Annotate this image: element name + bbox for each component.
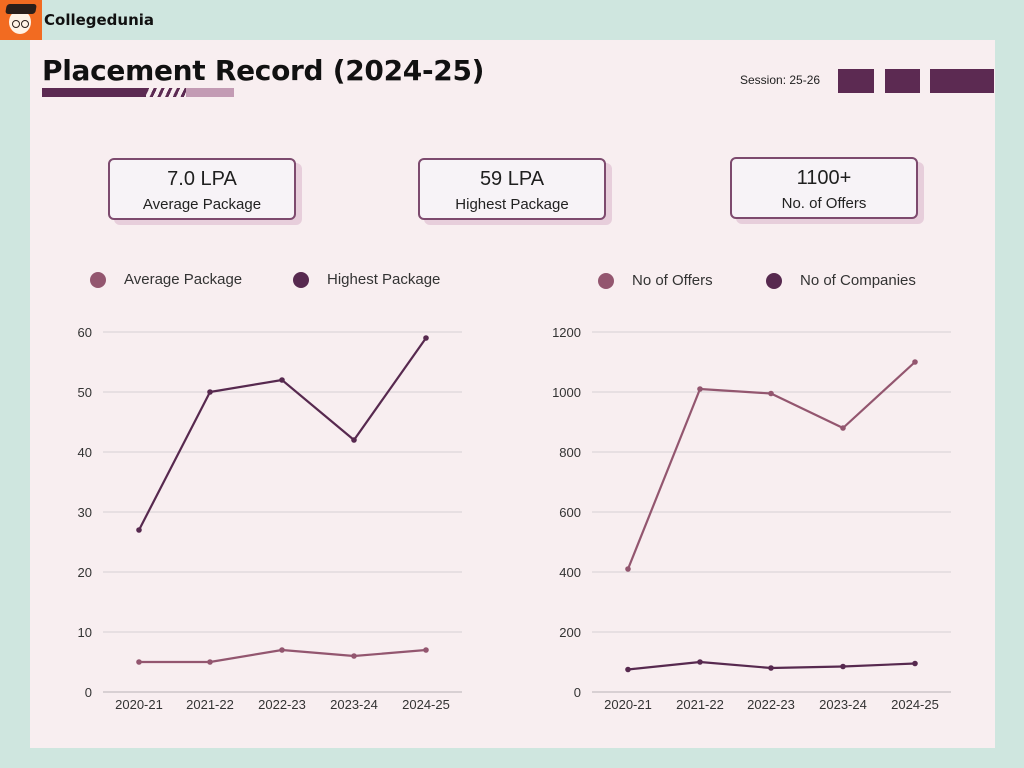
page-title: Placement Record (2024-25) xyxy=(42,54,485,87)
data-point xyxy=(136,527,142,533)
stat-label: Highest Package xyxy=(455,196,569,213)
stat-card-average-package: 7.0 LPA Average Package xyxy=(108,158,296,220)
y-tick-label: 1200 xyxy=(552,325,581,340)
title-underline xyxy=(42,88,146,97)
legend-item-average-package: Average Package xyxy=(90,271,242,288)
legend-label: No of Companies xyxy=(800,272,916,289)
y-tick-label: 50 xyxy=(78,385,92,400)
data-point xyxy=(279,647,285,653)
y-tick-label: 200 xyxy=(559,625,581,640)
data-point xyxy=(697,386,703,392)
y-tick-label: 0 xyxy=(574,685,581,700)
legend-item-highest-package: Highest Package xyxy=(293,271,440,288)
data-point xyxy=(136,659,142,665)
data-point xyxy=(207,659,213,665)
data-point xyxy=(768,390,774,397)
y-tick-label: 40 xyxy=(78,445,92,460)
x-tick-label: 2020-21 xyxy=(115,697,163,712)
data-point xyxy=(625,666,631,673)
data-point xyxy=(423,647,429,653)
legend-dot xyxy=(598,272,614,289)
stat-card-offers: 1100+ No. of Offers xyxy=(730,157,918,219)
data-point xyxy=(912,660,918,667)
x-tick-label: 2024-25 xyxy=(402,697,450,712)
title-underline-light xyxy=(186,88,234,97)
legend-label: No of Offers xyxy=(632,272,713,289)
stat-value: 7.0 LPA xyxy=(167,168,237,190)
x-tick-label: 2021-22 xyxy=(186,697,234,712)
x-tick-label: 2020-21 xyxy=(604,697,652,712)
session-label: Session: 25-26 xyxy=(740,73,821,87)
session-block-1 xyxy=(838,69,874,93)
y-tick-label: 600 xyxy=(559,505,581,520)
data-point xyxy=(351,437,357,443)
x-tick-label: 2023-24 xyxy=(819,697,867,712)
y-tick-label: 60 xyxy=(78,325,92,340)
legend-dot xyxy=(766,272,782,289)
y-tick-label: 800 xyxy=(559,445,581,460)
legend-dot xyxy=(293,271,309,288)
brand-logo[interactable]: Collegedunia xyxy=(0,0,154,40)
data-point xyxy=(207,389,213,395)
session-block-2 xyxy=(885,69,920,93)
y-tick-label: 30 xyxy=(78,505,92,520)
mascot-icon xyxy=(0,0,42,40)
x-tick-label: 2022-23 xyxy=(258,697,306,712)
stat-value: 1100+ xyxy=(796,167,852,189)
y-tick-label: 1000 xyxy=(552,385,581,400)
stat-label: Average Package xyxy=(142,196,262,213)
x-tick-label: 2021-22 xyxy=(676,697,724,712)
x-tick-label: 2024-25 xyxy=(891,697,939,712)
stat-label: No. of Offers xyxy=(781,195,867,212)
y-tick-label: 10 xyxy=(78,625,92,640)
y-tick-label: 400 xyxy=(559,565,581,580)
data-point xyxy=(697,659,703,665)
x-tick-label: 2023-24 xyxy=(330,697,378,712)
legend-label: Highest Package xyxy=(327,271,441,288)
legend-dot xyxy=(90,271,106,288)
data-point xyxy=(840,425,846,431)
data-point xyxy=(423,335,429,341)
x-tick-label: 2022-23 xyxy=(747,697,795,712)
legend-item-companies: No of Companies xyxy=(766,272,916,289)
y-tick-label: 0 xyxy=(85,685,92,700)
data-point xyxy=(840,663,846,670)
stat-card-highest-package: 59 LPA Highest Package xyxy=(418,158,606,220)
brand-name: Collegedunia xyxy=(44,11,155,29)
y-tick-label: 20 xyxy=(78,565,92,580)
data-point xyxy=(351,653,357,659)
data-point xyxy=(912,359,918,365)
session-block-3 xyxy=(930,69,994,93)
stat-value: 59 LPA xyxy=(479,168,545,190)
legend-item-offers: No of Offers xyxy=(598,272,713,289)
legend-label: Average Package xyxy=(124,271,243,288)
title-underline-stripes xyxy=(146,88,186,97)
data-point xyxy=(768,665,774,671)
data-point xyxy=(625,566,631,572)
data-point xyxy=(279,377,285,383)
